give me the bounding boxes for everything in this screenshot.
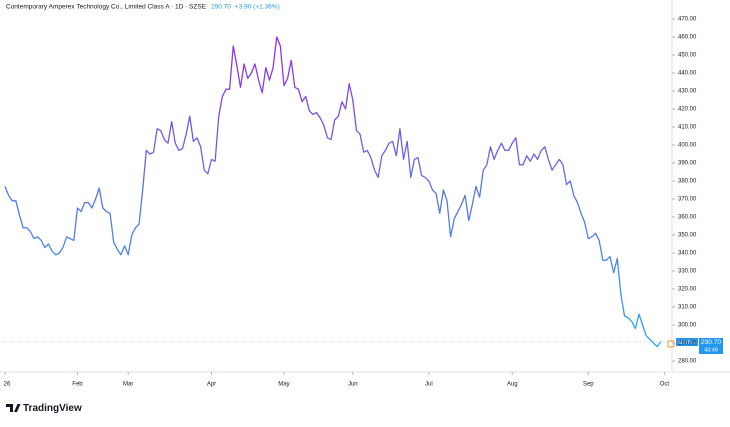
y-tick-label: 390.00 [678,161,697,167]
y-tick-label: 330.00 [678,269,697,275]
y-tick-label: 290.00 [678,341,697,347]
y-tick-label: 280.00 [678,359,697,365]
y-tick-label: 460.00 [678,35,697,41]
x-tick-label: Jul [425,382,433,388]
x-tick-label: Mar [123,382,133,388]
x-tick-label: 26 [4,382,11,388]
symbol-tag-box [676,338,698,346]
x-tick-label: May [278,382,289,388]
x-tick-label: Sep [583,382,594,388]
x-tick-label: Jun [348,382,358,388]
y-tick-label: 440.00 [678,71,697,77]
price-tag-box [699,338,723,354]
y-tick-label: 430.00 [678,89,697,95]
y-tick-label: 350.00 [678,233,697,239]
last-price: 290.70 [211,4,231,11]
price-tag: 290.70 [701,339,721,346]
y-tick-label: 300.00 [678,323,697,329]
brand-logo: TradingView [6,403,82,414]
x-tick-label: Apr [207,382,216,388]
symbol-tag: 300750 [678,340,696,346]
logo-mark [6,404,21,412]
y-tick-label: 360.00 [678,215,697,221]
y-tick-label: 400.00 [678,143,697,149]
y-tick-label: 310.00 [678,305,697,311]
y-tick-label: 340.00 [678,251,697,257]
y-tick-label: 410.00 [678,125,697,131]
chart-title: Contemporary Amperex Technology Co., Lim… [6,4,207,11]
brand-name: TradingView [23,403,82,414]
y-tick-label: 370.00 [678,197,697,203]
x-tick-label: Feb [72,382,83,388]
y-tick-label: 380.00 [678,179,697,185]
x-tick-label: Oct [660,382,670,388]
x-tick-label: Aug [507,382,518,388]
alert-icon[interactable] [667,340,675,348]
y-tick-label: 450.00 [678,53,697,59]
y-tick-label: 420.00 [678,107,697,113]
countdown: 43:49 [704,347,718,353]
price-change: +3.90 (+1.36%) [235,4,280,11]
price-line [4,36,662,348]
y-tick-label: 470.00 [678,17,697,23]
y-tick-label: 320.00 [678,287,697,293]
